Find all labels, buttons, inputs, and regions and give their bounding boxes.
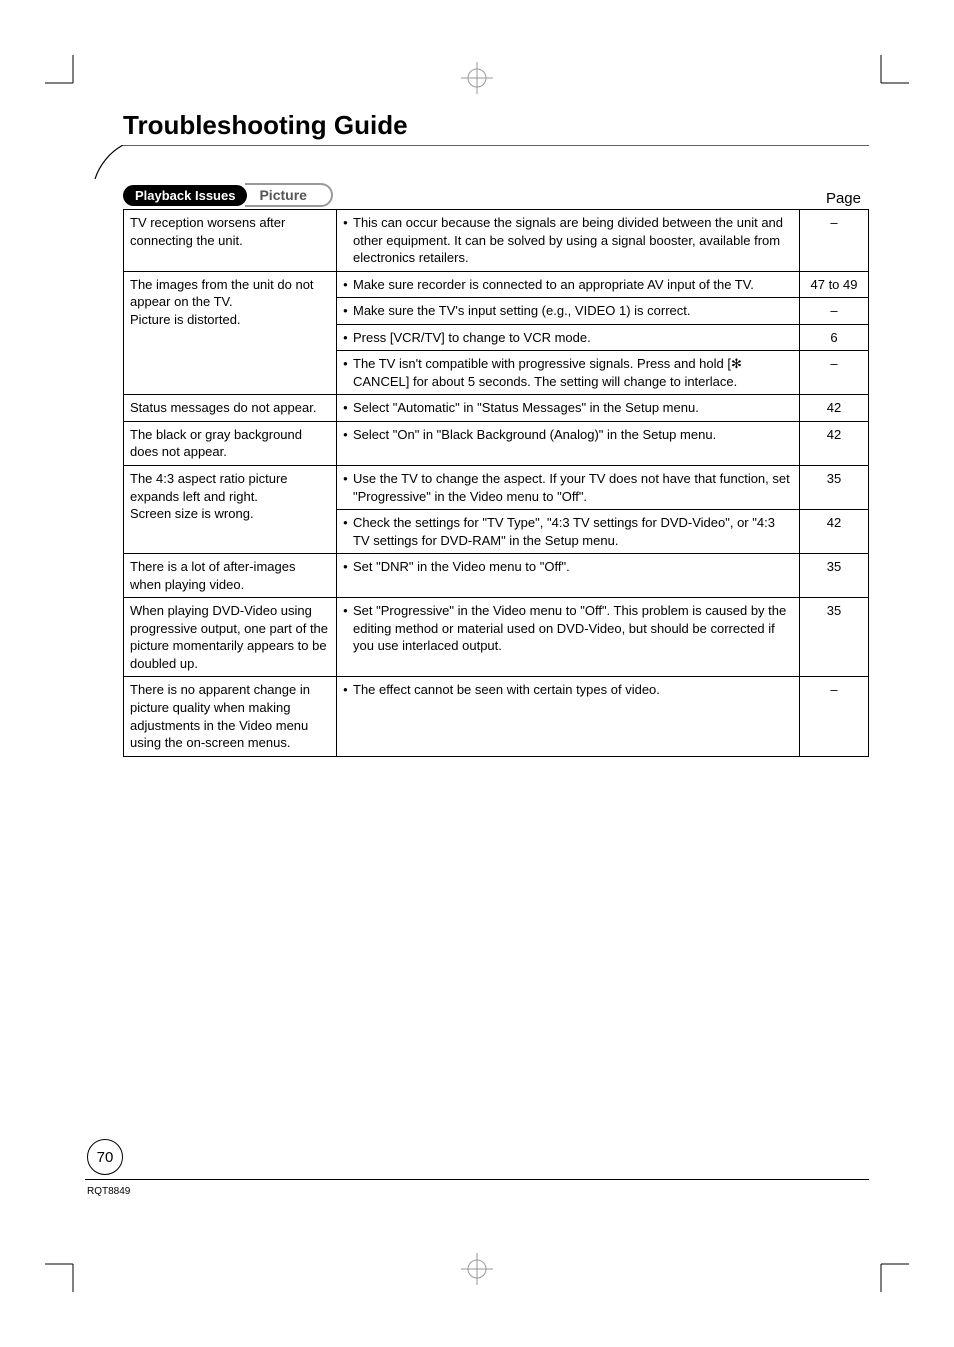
solution-text: Make sure the TV's input setting (e.g., … xyxy=(353,302,793,320)
solution-cell: ●Select "Automatic" in "Status Messages"… xyxy=(337,395,800,422)
page-title: Troubleshooting Guide xyxy=(123,110,869,141)
solution-text: Set "Progressive" in the Video menu to "… xyxy=(353,602,793,655)
page-ref-cell: 35 xyxy=(800,466,869,510)
crop-mark xyxy=(869,1252,909,1292)
page-ref-cell: 42 xyxy=(800,421,869,465)
issue-cell: The 4:3 aspect ratio picture expands lef… xyxy=(124,466,337,554)
table-row: The 4:3 aspect ratio picture expands lef… xyxy=(124,466,869,510)
page-ref-cell: 6 xyxy=(800,324,869,351)
solution-text: Use the TV to change the aspect. If your… xyxy=(353,470,793,505)
issue-cell: When playing DVD-Video using progressive… xyxy=(124,598,337,677)
issue-cell: The black or gray background does not ap… xyxy=(124,421,337,465)
page-ref-cell: – xyxy=(800,298,869,325)
bullet-icon: ● xyxy=(343,399,353,416)
solution-text: Make sure recorder is connected to an ap… xyxy=(353,276,793,294)
issue-cell: The images from the unit do not appear o… xyxy=(124,271,337,395)
section-badge: Playback Issues xyxy=(123,185,247,206)
solution-cell: ●Check the settings for "TV Type", "4:3 … xyxy=(337,510,800,554)
solution-cell: ●This can occur because the signals are … xyxy=(337,210,800,272)
table-row: The images from the unit do not appear o… xyxy=(124,271,869,298)
bullet-icon: ● xyxy=(343,355,353,372)
registration-mark-icon xyxy=(457,58,497,98)
page-ref-cell: 42 xyxy=(800,395,869,422)
table-row: There is no apparent change in picture q… xyxy=(124,677,869,756)
solution-text: The effect cannot be seen with certain t… xyxy=(353,681,793,699)
solution-cell: ●Set "DNR" in the Video menu to "Off". xyxy=(337,554,800,598)
registration-mark-icon xyxy=(457,1249,497,1289)
page-ref-cell: 42 xyxy=(800,510,869,554)
table-row: Status messages do not appear.●Select "A… xyxy=(124,395,869,422)
page-ref-cell: – xyxy=(800,351,869,395)
page-ref-cell: – xyxy=(800,210,869,272)
solution-text: Set "DNR" in the Video menu to "Off". xyxy=(353,558,793,576)
page-content: Troubleshooting Guide Playback Issues Pi… xyxy=(85,110,869,757)
issue-cell: TV reception worsens after connecting th… xyxy=(124,210,337,272)
page-ref-cell: 35 xyxy=(800,598,869,677)
bullet-icon: ● xyxy=(343,470,353,487)
solution-text: The TV isn't compatible with progressive… xyxy=(353,355,793,390)
bullet-icon: ● xyxy=(343,276,353,293)
solution-cell: ●The TV isn't compatible with progressiv… xyxy=(337,351,800,395)
table-row: When playing DVD-Video using progressive… xyxy=(124,598,869,677)
page-ref-cell: – xyxy=(800,677,869,756)
crop-mark xyxy=(45,55,85,95)
solution-text: Select "Automatic" in "Status Messages" … xyxy=(353,399,793,417)
issue-cell: There is no apparent change in picture q… xyxy=(124,677,337,756)
bullet-icon: ● xyxy=(343,558,353,575)
page-ref-cell: 47 to 49 xyxy=(800,271,869,298)
solution-text: Check the settings for "TV Type", "4:3 T… xyxy=(353,514,793,549)
table-row: TV reception worsens after connecting th… xyxy=(124,210,869,272)
page-ref-cell: 35 xyxy=(800,554,869,598)
solution-cell: ●Use the TV to change the aspect. If you… xyxy=(337,466,800,510)
bullet-icon: ● xyxy=(343,602,353,619)
solution-text: This can occur because the signals are b… xyxy=(353,214,793,267)
solution-cell: ●The effect cannot be seen with certain … xyxy=(337,677,800,756)
bullet-icon: ● xyxy=(343,214,353,231)
footer-rule xyxy=(85,1179,869,1180)
bullet-icon: ● xyxy=(343,426,353,443)
solution-text: Select "On" in "Black Background (Analog… xyxy=(353,426,793,444)
bullet-icon: ● xyxy=(343,329,353,346)
table-row: There is a lot of after-images when play… xyxy=(124,554,869,598)
document-code: RQT8849 xyxy=(87,1186,869,1197)
solution-text: Press [VCR/TV] to change to VCR mode. xyxy=(353,329,793,347)
solution-cell: ●Press [VCR/TV] to change to VCR mode. xyxy=(337,324,800,351)
page-number: 70 xyxy=(87,1139,123,1175)
solution-cell: ●Make sure the TV's input setting (e.g.,… xyxy=(337,298,800,325)
table-row: The black or gray background does not ap… xyxy=(124,421,869,465)
title-underline-arc xyxy=(85,145,869,179)
crop-mark xyxy=(869,55,909,95)
solution-cell: ●Make sure recorder is connected to an a… xyxy=(337,271,800,298)
bullet-icon: ● xyxy=(343,681,353,698)
issue-cell: Status messages do not appear. xyxy=(124,395,337,422)
troubleshooting-table: TV reception worsens after connecting th… xyxy=(123,209,869,757)
solution-cell: ●Select "On" in "Black Background (Analo… xyxy=(337,421,800,465)
page-footer: 70 RQT8849 xyxy=(85,1139,869,1197)
crop-mark xyxy=(45,1252,85,1292)
page-column-header: Page xyxy=(826,190,861,207)
solution-cell: ●Set "Progressive" in the Video menu to … xyxy=(337,598,800,677)
subsection-badge: Picture xyxy=(245,183,332,207)
bullet-icon: ● xyxy=(343,302,353,319)
bullet-icon: ● xyxy=(343,514,353,531)
issue-cell: There is a lot of after-images when play… xyxy=(124,554,337,598)
